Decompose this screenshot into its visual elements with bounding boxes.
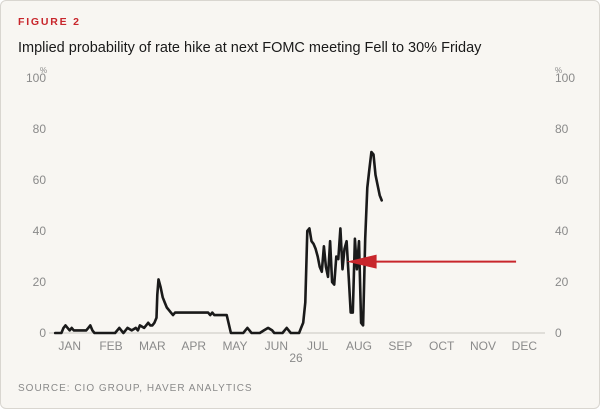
source-note: SOURCE: CIO GROUP, HAVER ANALYTICS [18,383,253,394]
x-tick-label-dec: DEC [512,339,538,353]
year-label: 26 [289,351,303,365]
y-tick-label-right: 20 [555,275,569,289]
y-tick-label-left: 20 [33,275,47,289]
x-tick-label-may: MAY [222,339,247,353]
y-tick-label-right: 0 [555,326,562,340]
figure-label: FIGURE 2 [18,16,81,28]
x-tick-label-jan: JAN [58,339,81,353]
right-unit-label: % [555,66,562,75]
x-tick-label-apr: APR [181,339,206,353]
y-tick-label-left: 60 [33,173,47,187]
y-tick-label-left: 0 [39,326,46,340]
series-line-0 [53,150,384,335]
y-tick-label-right: 60 [555,173,569,187]
left-unit-label: % [40,66,47,75]
x-tick-label-jun: JUN [265,339,288,353]
x-tick-label-oct: OCT [429,339,455,353]
y-tick-label-right: 80 [555,122,569,136]
x-tick-label-aug: AUG [346,339,372,353]
x-tick-label-jul: JUL [307,339,329,353]
y-tick-label-left: 40 [33,224,47,238]
y-tick-label-right: 100 [555,71,575,85]
x-tick-label-nov: NOV [470,339,496,353]
y-tick-label-left: 100 [26,71,46,85]
y-tick-label-left: 80 [33,122,47,136]
y-tick-label-right: 40 [555,224,569,238]
x-tick-label-feb: FEB [99,339,122,353]
annotation-arrow-head [346,254,377,269]
chart-title: Implied probability of rate hike at next… [18,40,482,56]
x-tick-label-sep: SEP [388,339,412,353]
x-tick-label-mar: MAR [139,339,166,353]
